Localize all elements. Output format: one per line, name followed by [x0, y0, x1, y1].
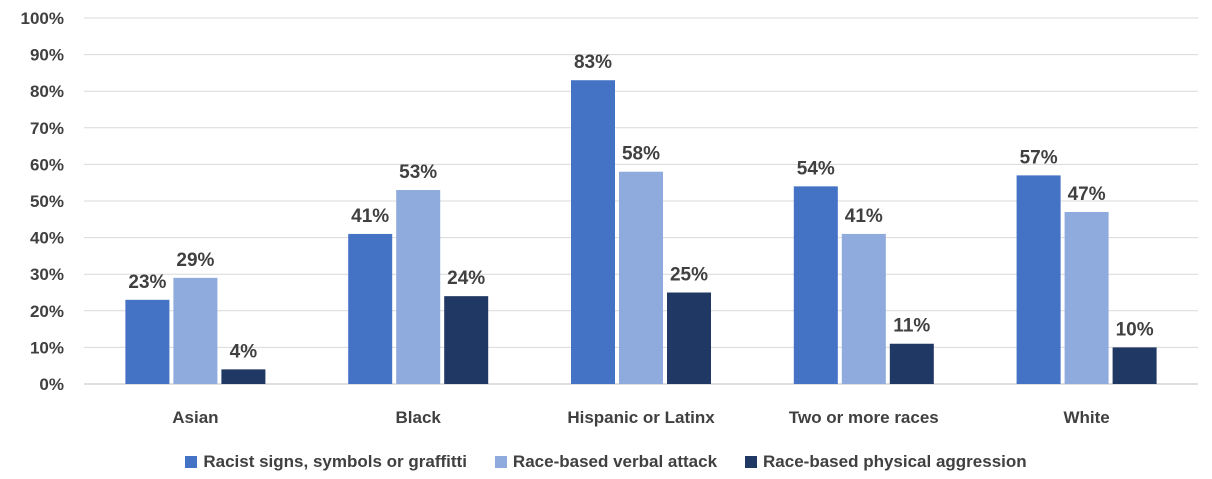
bar: [1064, 211, 1109, 384]
x-tick-label: White: [1063, 408, 1109, 427]
bar: [396, 190, 441, 384]
x-tick-label: Two or more races: [789, 408, 939, 427]
legend-label-racist-signs: Racist signs, symbols or graffitti: [203, 452, 467, 471]
data-labels: 23% 29% 4% 41% 53% 24% 83% 58% 25% 54% 41% 11% 57% 47…: [128, 52, 1153, 362]
data-label: 11%: [893, 316, 930, 337]
data-label: 23%: [128, 272, 166, 293]
data-label: 41%: [845, 206, 883, 227]
y-tick-label: 30%: [30, 265, 64, 284]
bar: [1112, 347, 1157, 384]
y-tick-label: 40%: [30, 229, 64, 248]
data-label: 25%: [670, 265, 708, 286]
data-label: 53%: [399, 162, 437, 183]
y-axis-tick-labels: 0% 10% 20% 30% 40% 50% 60% 70% 80% 90% 100%: [21, 9, 64, 394]
legend-label-verbal-attack: Race-based verbal attack: [512, 452, 718, 471]
data-label: 41%: [351, 206, 389, 227]
y-tick-label: 50%: [30, 192, 64, 211]
y-tick-label: 60%: [30, 155, 64, 174]
bar: [793, 186, 838, 384]
y-tick-label: 90%: [30, 46, 64, 65]
y-tick-label: 80%: [30, 82, 64, 101]
y-tick-label: 20%: [30, 302, 64, 321]
data-label: 58%: [622, 144, 660, 165]
bar: [1016, 175, 1061, 384]
x-axis-tick-labels: Asian Black Hispanic or Latinx Two or more …: [172, 408, 1109, 427]
bar: [841, 233, 886, 384]
x-tick-label: Asian: [172, 408, 218, 427]
legend-item-verbal-attack: Race-based verbal attack: [494, 452, 718, 472]
data-label: 57%: [1020, 147, 1058, 168]
bar: [125, 299, 170, 384]
data-label: 29%: [176, 250, 214, 271]
bar: [348, 233, 393, 384]
x-tick-label: Black: [396, 408, 442, 427]
bar: [619, 171, 663, 384]
legend-swatch-verbal-attack: [494, 456, 507, 468]
legend-item-physical-aggression: Race-based physical aggression: [745, 452, 1027, 472]
bar-series: [125, 80, 1157, 384]
legend: Racist signs, symbols or graffitti Race-…: [0, 452, 1212, 472]
y-tick-label: 70%: [30, 119, 64, 138]
bar: [221, 369, 266, 384]
data-label: 83%: [574, 52, 612, 73]
bar: [444, 296, 489, 384]
bar: [889, 343, 934, 384]
legend-label-physical-aggression: Race-based physical aggression: [763, 452, 1027, 471]
bar: [667, 292, 711, 384]
bar: [173, 277, 218, 384]
data-label: 24%: [447, 268, 485, 289]
bar-chart-plot: 0% 10% 20% 30% 40% 50% 60% 70% 80% 90% 100% 23% 29%…: [21, 9, 1198, 427]
bar: [571, 80, 615, 384]
data-label: 47%: [1068, 184, 1106, 205]
y-tick-label: 100%: [21, 9, 64, 28]
legend-swatch-physical-aggression: [745, 456, 758, 468]
x-tick-label: Hispanic or Latinx: [567, 408, 715, 427]
legend-swatch-racist-signs: [185, 456, 198, 468]
data-label: 54%: [797, 158, 835, 179]
data-label: 10%: [1116, 319, 1154, 340]
data-label: 4%: [230, 341, 258, 362]
y-tick-label: 10%: [30, 338, 64, 357]
legend-item-racist-signs: Racist signs, symbols or graffitti: [185, 452, 467, 472]
y-tick-label: 0%: [39, 375, 64, 394]
